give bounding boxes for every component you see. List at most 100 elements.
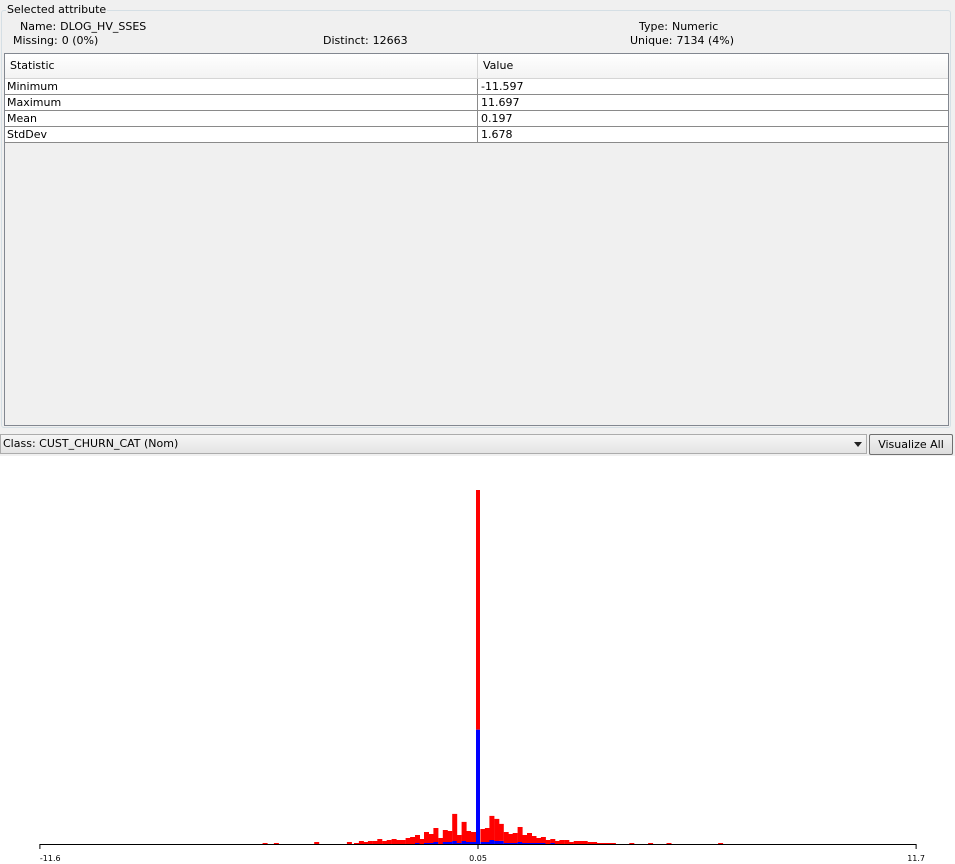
table-row[interactable]: Maximum 11.697 (5, 95, 948, 111)
type-info: Type: Numeric (639, 20, 718, 34)
histogram-bar-blue (447, 842, 453, 844)
histogram-bar-red (508, 834, 514, 843)
histogram-bar-red (564, 840, 570, 844)
histogram-bar-red (494, 818, 500, 841)
visualize-all-button[interactable]: Visualize All (869, 434, 953, 455)
distinct-label: Distinct: (323, 34, 369, 47)
histogram-bar-red (405, 838, 411, 844)
table-row[interactable]: Minimum -11.597 (5, 79, 948, 95)
histogram-bar-red (358, 841, 364, 844)
histogram-bar-red (480, 829, 486, 842)
histogram-bar-red (512, 833, 518, 843)
statistic-cell: Mean (7, 112, 37, 125)
statistics-table-body: Minimum -11.597 Maximum 11.697 Mean 0.19… (5, 79, 948, 143)
missing-value: 0 (0%) (61, 34, 99, 47)
histogram-bar-red (314, 842, 320, 844)
histogram-bar-blue (480, 842, 486, 844)
histogram-bar-blue (536, 843, 541, 844)
histogram-bar-red (447, 831, 453, 842)
histogram-bar-red (540, 837, 546, 843)
histogram-bar-red (391, 839, 397, 844)
histogram-bar-red (363, 842, 369, 844)
histogram-bar-blue (461, 841, 467, 844)
histogram-bar-red (718, 843, 724, 844)
histogram-bar-blue (433, 842, 439, 844)
statistic-cell: Minimum (7, 80, 58, 93)
column-header-statistic[interactable]: Statistic (10, 59, 55, 72)
histogram-bar-red (592, 842, 598, 844)
value-cell: 1.678 (477, 127, 948, 142)
histogram-bar-red (415, 835, 420, 843)
histogram-panel: -11.6 0.05 11.7 (0, 458, 955, 864)
class-dropdown[interactable]: Class: CUST_CHURN_CAT (Nom) (0, 434, 867, 454)
distinct-value: 12663 (372, 34, 408, 47)
value-cell: -11.597 (477, 79, 948, 94)
selected-attribute-panel: Selected attribute Name: DLOG_HV_SSES Typ… (0, 0, 955, 432)
histogram-bar-blue (415, 843, 420, 844)
axis-tick-label: 0.05 (469, 854, 487, 863)
statistic-cell: Maximum (7, 96, 62, 109)
selected-attribute-group (1, 10, 951, 428)
axis-tick-label: -11.6 (40, 854, 61, 863)
histogram-bar-red (498, 823, 504, 841)
histogram-bar-red (372, 841, 378, 844)
histogram-bar-blue (484, 842, 490, 844)
histogram-bar-red (606, 843, 611, 844)
chevron-down-icon[interactable] (854, 442, 862, 447)
histogram-bar-blue (498, 841, 504, 844)
unique-value: 7134 (4%) (676, 34, 735, 47)
histogram-bar-red (597, 843, 602, 844)
histogram-bar-red (410, 837, 416, 844)
name-label: Name: (20, 20, 57, 33)
histogram-bar-red (438, 838, 444, 844)
histogram-bar-blue (471, 842, 476, 844)
histogram-bar-blue (517, 842, 523, 844)
name-value: DLOG_HV_SSES (60, 20, 147, 33)
histogram-bar-blue (452, 841, 458, 844)
unique-label: Unique: (630, 34, 673, 47)
histogram-bar-red (377, 839, 383, 844)
histogram-bar-red (601, 843, 607, 844)
table-row[interactable]: StdDev 1.678 (5, 127, 948, 143)
histogram-bar-red (578, 841, 584, 844)
histogram-bar-red (471, 832, 476, 842)
histogram-bar-red (354, 843, 359, 844)
axis-tick-label: 11.7 (907, 854, 925, 863)
histogram-bar-blue (476, 729, 480, 844)
histogram-bar-red (531, 836, 537, 843)
statistics-table-header: Statistic Value (5, 54, 948, 79)
histogram-bar-blue (428, 843, 434, 844)
histogram-bar-blue (550, 843, 556, 844)
histogram-bar-red (400, 840, 406, 844)
class-dropdown-value: Class: CUST_CHURN_CAT (Nom) (3, 437, 179, 450)
column-header-value[interactable]: Value (477, 54, 948, 78)
histogram-chart: -11.6 0.05 11.7 (39, 490, 925, 863)
type-value: Numeric (671, 20, 719, 33)
histogram-bar-red (573, 841, 579, 844)
histogram-bar-blue (508, 843, 514, 844)
histogram-bar-red (424, 832, 429, 843)
histogram-bar-blue (489, 840, 495, 844)
histogram-bar-blue (424, 843, 429, 844)
histogram-bar-blue (503, 843, 509, 844)
histogram-bar-blue (522, 843, 528, 844)
histogram-bar-red (582, 841, 588, 844)
histogram-bar-red (648, 843, 654, 844)
histogram-bar-red (666, 843, 672, 844)
histogram-bar-red (559, 840, 565, 844)
histogram-bar-red (517, 827, 523, 842)
histogram-bar-red (610, 843, 616, 844)
type-label: Type: (639, 20, 668, 33)
histogram-bar-red (489, 815, 495, 840)
histogram-bar-red (527, 833, 532, 843)
histogram-bar-red (428, 834, 434, 843)
histogram-bar-red (545, 840, 551, 844)
statistics-table[interactable]: Statistic Value Minimum -11.597 Maximum … (4, 53, 949, 426)
histogram-bar-red (386, 840, 392, 844)
histogram-bar-red (503, 832, 509, 843)
histogram-bar-red (396, 840, 402, 844)
table-row[interactable]: Mean 0.197 (5, 111, 948, 127)
histogram-bar-blue (442, 842, 448, 844)
histogram-bar-red (629, 843, 635, 844)
histogram-bar-red (550, 839, 556, 843)
